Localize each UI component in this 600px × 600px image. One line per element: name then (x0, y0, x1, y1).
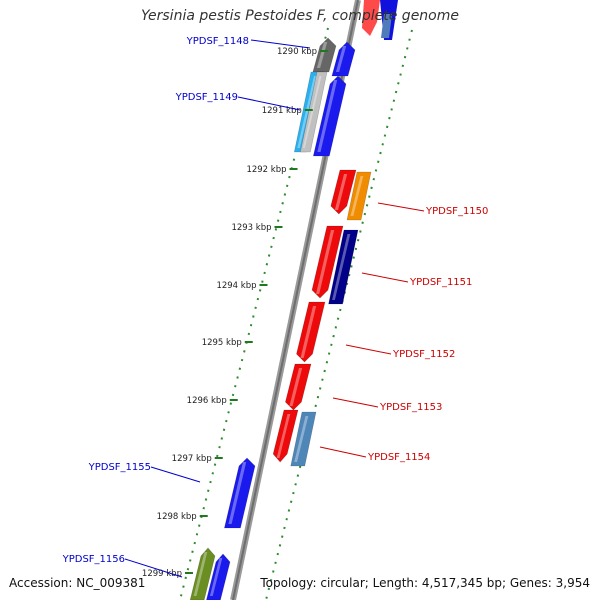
ruler-ticks (184, 50, 329, 574)
gene-label-left: YPDSF_1155 (88, 462, 151, 473)
gene-1151-navy (328, 229, 359, 305)
gene-1151-navy-highlight (332, 234, 351, 300)
leader-line-left (250, 39, 311, 49)
gene-1151-red-highlight (316, 230, 335, 294)
gene-1151-red (311, 225, 344, 299)
gene-1149-blue (312, 75, 347, 157)
gene-1156-blue-highlight (209, 558, 223, 596)
ruler-labels: 1290 kbp 1291 kbp 1292 kbp 1293 kbp 1294 kbp… (142, 47, 317, 579)
leader-line-left (237, 96, 301, 111)
gene-1149-blue-highlight (317, 80, 338, 152)
gene-1153-red-highlight (289, 368, 303, 406)
right-labels: YPDSF_1150 YPDSF_1151 YPDSF_1152 YPDSF_1153… (367, 206, 488, 463)
leader-line-right (319, 446, 367, 458)
leader-line-right (332, 397, 379, 408)
ruler-tick-label: 1290 kbp (277, 47, 317, 57)
gene-label-right: YPDSF_1154 (367, 452, 430, 463)
gene-1156-olive-highlight (193, 552, 208, 596)
accession-text: Accession: NC_009381 (9, 576, 146, 590)
gene-1154-red (272, 409, 299, 463)
gene-label-left: YPDSF_1149 (175, 92, 238, 103)
gene-label-right: YPDSF_1152 (392, 349, 455, 360)
gene-1148-blue (331, 41, 356, 77)
gene-1148-blue-highlight (335, 46, 347, 72)
gene-label-right: YPDSF_1153 (379, 402, 442, 413)
gene-1150-orange-highlight (350, 176, 364, 216)
gene-1149-cyan-highlight (297, 76, 317, 148)
gene-1149-gray-highlight (302, 76, 322, 148)
gene-1156-olive (189, 547, 216, 600)
ruler-tick-label: 1299 kbp (142, 569, 182, 579)
topology-text: Topology: circular; Length: 4,517,345 bp… (260, 576, 590, 590)
leader-line-left (124, 558, 183, 578)
gene-label-left: YPDSF_1156 (62, 554, 125, 565)
leader-line-right (361, 272, 409, 283)
gene-1150-red (330, 169, 357, 215)
ruler-tick-label: 1292 kbp (246, 165, 286, 175)
page-title: Yersinia pestis Pestoides F, complete ge… (141, 8, 459, 24)
ruler-tick-label: 1295 kbp (202, 338, 242, 348)
right-leaders (319, 202, 425, 458)
left-labels: YPDSF_1148 YPDSF_1149 YPDSF_1155 YPDSF_1156 (62, 36, 249, 565)
ruler-tick-label: 1297 kbp (172, 454, 212, 464)
leader-line-right (377, 202, 425, 212)
ruler-tick-label: 1294 kbp (216, 281, 256, 291)
gene-1153-red (285, 363, 312, 411)
gene-1154-steel (290, 411, 317, 467)
gene-1155-blue-highlight (228, 462, 247, 524)
gene-label-left: YPDSF_1148 (186, 36, 249, 47)
leader-line-right (345, 344, 392, 355)
left-leaders (124, 39, 311, 578)
ruler-tick-label: 1293 kbp (231, 223, 271, 233)
ruler-tick-label: 1291 kbp (262, 106, 302, 116)
gene-1154-red-highlight (276, 414, 291, 458)
gene-1148-gray-highlight (316, 42, 328, 68)
leader-line-left (150, 466, 201, 483)
top-clipped-genes (362, 0, 398, 40)
gene-1156-blue (206, 553, 231, 600)
gene-bars (189, 37, 372, 600)
gene-1150-red-highlight (334, 174, 348, 210)
gene-1152-red-highlight (300, 306, 317, 358)
gene-1150-orange (346, 171, 372, 221)
gene-1154-steel-highlight (294, 416, 309, 462)
gene-1148-gray (312, 37, 337, 73)
gene-1152-red (296, 301, 326, 363)
ruler-tick-label: 1296 kbp (187, 396, 227, 406)
gene-1149-gray (299, 71, 328, 153)
gene-label-right: YPDSF_1151 (409, 277, 472, 288)
gene-label-right: YPDSF_1150 (425, 206, 488, 217)
gene-1155-blue (224, 457, 256, 529)
ruler-tick-label: 1298 kbp (157, 512, 197, 522)
